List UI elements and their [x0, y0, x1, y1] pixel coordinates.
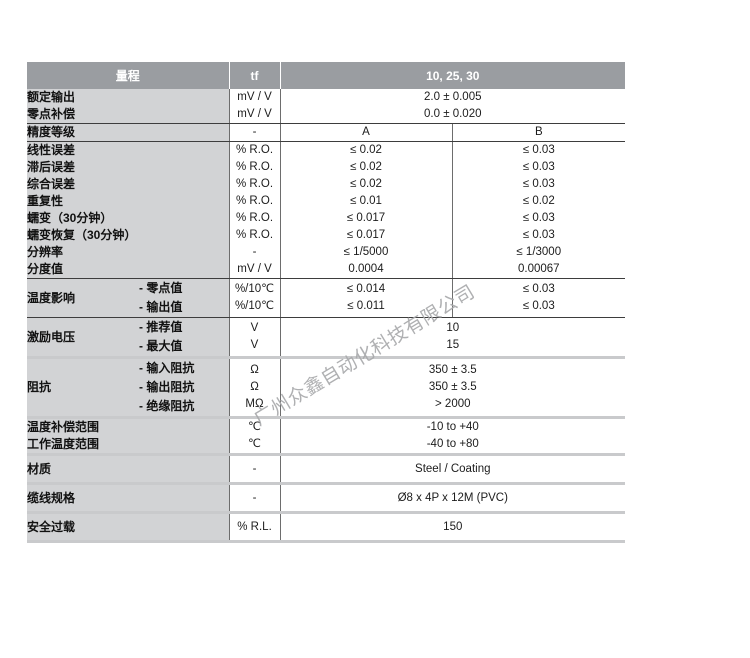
header-range: 量程 — [27, 62, 230, 89]
row-value-rated-output-zero-balance: 2.0 ± 0.005 0.0 ± 0.020 — [280, 89, 626, 124]
table-row: 精度等级 - A B — [27, 123, 626, 142]
row-unit-material: - — [228, 454, 281, 485]
table-row: 线性误差 滞后误差 综合误差 重复性 蠕变（30分钟） 蠕变恢复（30分钟） 分… — [27, 141, 626, 279]
table-row: 阻抗 - 输入阻抗 - 输出阻抗 - 绝缘阻抗 Ω Ω MΩ 350 ± 3.5… — [27, 357, 626, 419]
row-label-excitation-voltage: 激励电压 — [27, 317, 139, 359]
row-sublabel-impedance: - 输入阻抗 - 输出阻抗 - 绝缘阻抗 — [139, 357, 230, 419]
row-label-cable-spec: 缆线规格 — [27, 483, 230, 514]
row-unit-temperature-effect: %/10℃ %/10℃ — [228, 278, 281, 318]
row-unit-error-group: % R.O. % R.O. % R.O. % R.O. % R.O. % R.O… — [228, 141, 281, 279]
table-row: 安全过载 % R.L. 150 — [27, 512, 626, 543]
row-value-temperature-ranges: -10 to +40 -40 to +80 — [280, 417, 626, 456]
row-unit-excitation-voltage: V V — [228, 317, 281, 359]
row-value-temperature-effect-a: ≤ 0.014 ≤ 0.011 — [280, 278, 453, 318]
row-value-excitation-voltage: 10 15 — [280, 317, 626, 359]
row-label-accuracy-class: 精度等级 — [27, 123, 230, 142]
row-label-impedance: 阻抗 — [27, 357, 139, 419]
table-row: 缆线规格 - Ø8 x 4P x 12M (PVC) — [27, 483, 626, 514]
row-value-temperature-effect-b: ≤ 0.03 ≤ 0.03 — [451, 278, 626, 318]
table-row: 激励电压 - 推荐值 - 最大值 V V 10 15 — [27, 317, 626, 359]
row-value-material: Steel / Coating — [280, 454, 626, 485]
row-value-error-group-a: ≤ 0.02 ≤ 0.02 ≤ 0.02 ≤ 0.01 ≤ 0.017 ≤ 0.… — [280, 141, 453, 279]
row-value-cable-spec: Ø8 x 4P x 12M (PVC) — [280, 483, 626, 514]
table-row: 温度影响 - 零点值 - 输出值 %/10℃ %/10℃ ≤ 0.014 ≤ 0… — [27, 278, 626, 318]
table-header-row: 量程 tf 10, 25, 30 — [27, 62, 626, 89]
row-label-temperature-ranges: 温度补偿范围 工作温度范围 — [27, 417, 230, 456]
table-row: 温度补偿范围 工作温度范围 ℃ ℃ -10 to +40 -40 to +80 — [27, 417, 626, 456]
row-unit-impedance: Ω Ω MΩ — [228, 357, 281, 419]
header-capacity: 10, 25, 30 — [280, 62, 626, 89]
row-unit-cable-spec: - — [228, 483, 281, 514]
row-unit-rated-output-zero-balance: mV / V mV / V — [228, 89, 281, 124]
table-row: 材质 - Steel / Coating — [27, 454, 626, 485]
header-unit: tf — [229, 62, 281, 89]
row-label-error-group: 线性误差 滞后误差 综合误差 重复性 蠕变（30分钟） 蠕变恢复（30分钟） 分… — [27, 141, 230, 279]
row-sublabel-excitation-voltage: - 推荐值 - 最大值 — [139, 317, 230, 359]
row-value-safe-overload: 150 — [280, 512, 626, 543]
row-unit-temperature-ranges: ℃ ℃ — [228, 417, 281, 456]
row-value-accuracy-class-a: A — [280, 123, 453, 142]
row-label-temperature-effect: 温度影响 — [27, 278, 139, 318]
row-value-accuracy-class-b: B — [451, 123, 626, 142]
row-value-impedance: 350 ± 3.5 350 ± 3.5 > 2000 — [280, 357, 626, 419]
row-label-material: 材质 — [27, 454, 230, 485]
row-label-safe-overload: 安全过载 — [27, 512, 230, 543]
row-sublabel-temperature-effect: - 零点值 - 输出值 — [139, 278, 230, 318]
row-unit-accuracy-class: - — [228, 123, 281, 142]
row-value-error-group-b: ≤ 0.03 ≤ 0.03 ≤ 0.03 ≤ 0.02 ≤ 0.03 ≤ 0.0… — [451, 141, 626, 279]
table-row: 额定输出 零点补偿 mV / V mV / V 2.0 ± 0.005 0.0 … — [27, 89, 626, 124]
specification-table: 量程 tf 10, 25, 30 额定输出 零点补偿 mV / V mV / V… — [27, 62, 626, 543]
row-unit-safe-overload: % R.L. — [228, 512, 281, 543]
row-label-rated-output-zero-balance: 额定输出 零点补偿 — [27, 89, 230, 124]
